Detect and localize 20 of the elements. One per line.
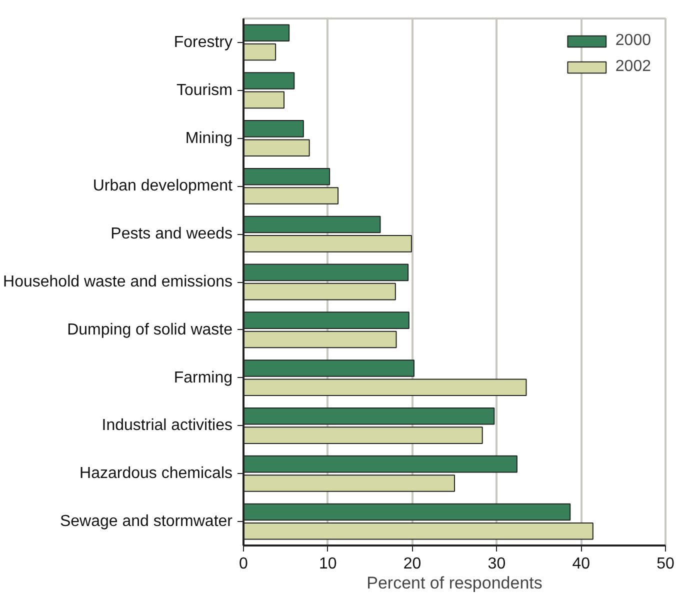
y-tick-label: Industrial activities [102,417,232,434]
y-tick-label: Sewage and stormwater [60,513,234,530]
x-tick-label: 30 [488,556,506,572]
y-tick-label: Forestry [174,34,232,51]
y-tick-label: Urban development [92,178,234,195]
y-tick-label: Household waste and emissions [3,274,233,290]
y-tick-label: Dumping of solid waste [67,321,233,338]
y-tick-label: Tourism [176,82,233,99]
y-tick-label: Hazardous chemicals [80,465,232,482]
y-tick-label: Mining [185,130,233,147]
x-tick-label: 0 [239,556,248,572]
legend-label: 2000 [615,32,651,50]
y-tick-label: Pests and weeds [110,226,233,243]
x-tick-label: 20 [403,556,422,572]
x-tick-label: 40 [572,556,590,572]
y-tick-label: Farming [174,369,233,386]
x-axis-title: Percent of respondents [366,574,542,592]
x-tick-label: 50 [656,556,674,572]
legend-label: 2002 [615,58,651,76]
x-tick-label: 10 [319,556,337,572]
